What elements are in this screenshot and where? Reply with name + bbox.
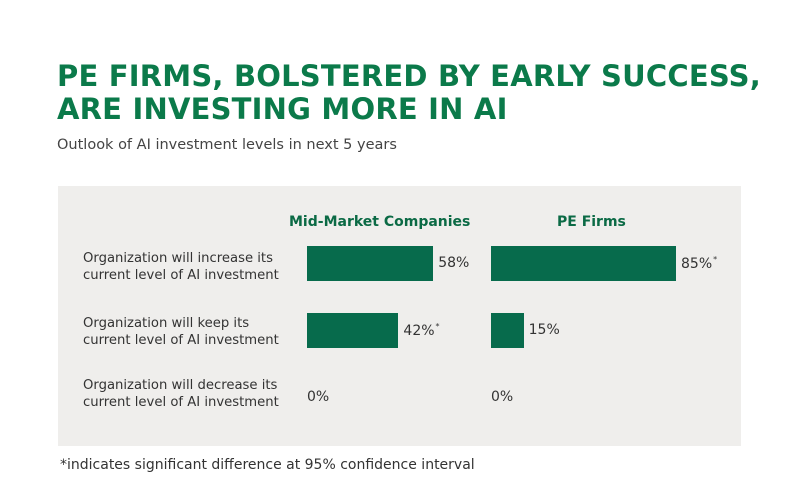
significance-footnote: *indicates significant difference at 95%… [60,457,475,473]
series-header-pe-firms: PE Firms [557,214,626,230]
significance-marker: * [713,255,718,264]
category-label-increase-line-1: Organization will increase its [83,251,273,266]
category-label-decrease-line-1: Organization will decrease its [83,378,278,393]
bar-mid-market-increase [307,246,434,281]
category-label-increase-line-2: current level of AI investment [83,268,279,283]
category-label-keep-line-1: Organization will keep its [83,316,250,331]
value-label-pe-firms-increase: 85%* [681,255,718,272]
value-label-pe-firms-keep: 15% [528,322,560,338]
chart-panel [58,186,741,446]
bar-pe-firms-keep [491,313,524,348]
chart-title-line-1: PE FIRMS, BOLSTERED BY EARLY SUCCESS, [57,59,761,93]
value-label-mid-market-decrease: 0% [307,389,330,405]
bar-pe-firms-increase [491,246,676,281]
category-label-increase: Organization will increase its current l… [83,250,283,284]
category-label-decrease-line-2: current level of AI investment [83,395,279,410]
chart-title: PE FIRMS, BOLSTERED BY EARLY SUCCESS, AR… [57,60,777,126]
category-label-keep: Organization will keep its current level… [83,315,283,349]
bar-mid-market-keep [307,313,399,348]
category-label-decrease: Organization will decrease its current l… [83,377,283,411]
value-label-pe-firms-decrease: 0% [491,389,514,405]
significance-marker: * [435,322,440,331]
value-label-mid-market-keep: 42%* [403,322,440,339]
chart-title-line-2: ARE INVESTING MORE IN AI [57,92,508,126]
value-label-mid-market-increase: 58% [438,255,470,271]
series-header-mid-market: Mid-Market Companies [289,214,471,230]
chart-subtitle: Outlook of AI investment levels in next … [57,137,397,153]
category-label-keep-line-2: current level of AI investment [83,333,279,348]
